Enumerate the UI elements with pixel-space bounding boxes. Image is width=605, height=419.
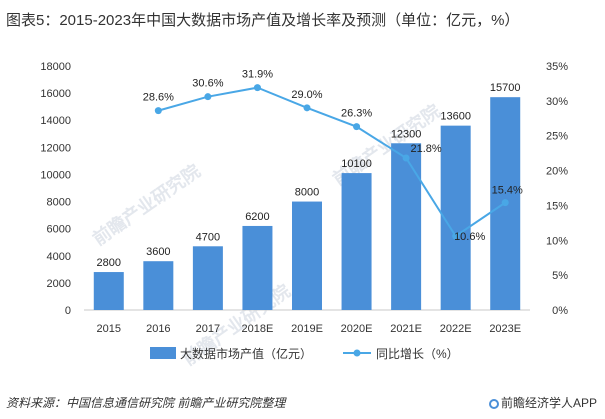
- growth-point: [353, 123, 361, 131]
- x-tick-label: 2015: [97, 323, 121, 335]
- y-left-tick-label: 10000: [40, 169, 71, 181]
- y-right-tick-label: 30%: [546, 96, 568, 108]
- bar: [192, 246, 223, 310]
- bar-value-label: 10100: [341, 158, 372, 170]
- legend-line-label: 同比增长（%）: [376, 347, 459, 361]
- y-left-tick-label: 4000: [47, 251, 71, 263]
- y-right-tick-label: 20%: [546, 166, 568, 178]
- x-tick-label: 2019E: [291, 323, 323, 335]
- y-right-tick-label: 15%: [546, 200, 568, 212]
- x-tick-label: 2017: [196, 323, 220, 335]
- growth-point: [154, 107, 162, 115]
- bar-value-label: 2800: [97, 257, 121, 269]
- x-tick-label: 2018E: [242, 323, 274, 335]
- y-left-tick-label: 6000: [47, 224, 71, 236]
- bar: [440, 125, 471, 311]
- growth-point: [253, 84, 261, 92]
- growth-value-label: 30.6%: [192, 78, 223, 90]
- y-left-tick-label: 18000: [40, 61, 71, 73]
- bar: [93, 272, 124, 310]
- bar: [391, 143, 422, 310]
- x-tick-label: 2020E: [341, 323, 373, 335]
- bar-value-label: 4700: [196, 231, 220, 243]
- y-left-tick-label: 8000: [47, 197, 71, 209]
- legend-bar-label: 大数据市场产值（亿元）: [180, 346, 312, 361]
- bar: [242, 225, 273, 310]
- bar-value-label: 8000: [295, 187, 319, 199]
- growth-point: [402, 154, 410, 162]
- growth-point: [452, 232, 460, 240]
- growth-point: [501, 199, 509, 207]
- bar-value-label: 3600: [146, 246, 170, 258]
- growth-point: [204, 93, 212, 101]
- y-right-tick-label: 0%: [552, 305, 568, 317]
- y-right-tick-label: 35%: [546, 61, 568, 73]
- y-left-tick-label: 2000: [47, 278, 71, 290]
- x-tick-label: 2023E: [489, 323, 521, 335]
- watermark-text: 前瞻产业研究院: [89, 160, 204, 249]
- chart-title: 图表5：2015-2023年中国大数据市场产值及增长率及预测（单位：亿元，%）: [6, 12, 520, 29]
- y-left-tick-label: 16000: [40, 88, 71, 100]
- growth-value-label: 29.0%: [291, 89, 322, 101]
- growth-line: [158, 86, 506, 238]
- brand-text: 前瞻经济学人APP: [500, 396, 597, 410]
- growth-value-label: 31.9%: [242, 69, 273, 81]
- bar: [292, 201, 322, 310]
- x-tick-label: 2021E: [390, 323, 422, 335]
- growth-value-label: 15.4%: [492, 185, 523, 197]
- y-left-tick-label: 12000: [40, 142, 71, 154]
- growth-value-label: 28.6%: [143, 92, 174, 104]
- bar-value-label: 13600: [440, 111, 471, 123]
- y-left-tick-label: 0: [65, 305, 71, 317]
- y-right-tick-label: 5%: [552, 270, 568, 282]
- x-tick-label: 2022E: [440, 323, 472, 335]
- legend-line-marker: [353, 349, 361, 357]
- source-note: 资料来源：中国信息通信研究院 前瞻产业研究院整理: [6, 396, 286, 410]
- bar-value-label: 6200: [245, 211, 269, 223]
- growth-value-label: 26.3%: [341, 108, 372, 120]
- growth-value-label: 21.8%: [411, 143, 442, 155]
- bar: [143, 261, 174, 310]
- growth-value-label: 10.6%: [454, 231, 485, 243]
- brand-logo-icon: [488, 399, 499, 409]
- y-left-tick-label: 14000: [40, 115, 71, 127]
- y-right-tick-label: 25%: [546, 131, 568, 143]
- bar-value-label: 15700: [490, 82, 521, 94]
- bar-value-label: 12300: [391, 128, 422, 140]
- y-right-tick-label: 10%: [546, 235, 568, 247]
- legend-bar-swatch: [150, 347, 176, 359]
- growth-point: [303, 104, 311, 112]
- bar: [341, 173, 372, 310]
- brand-label: 前瞻经济学人APP: [488, 394, 597, 411]
- x-tick-label: 2016: [146, 323, 170, 335]
